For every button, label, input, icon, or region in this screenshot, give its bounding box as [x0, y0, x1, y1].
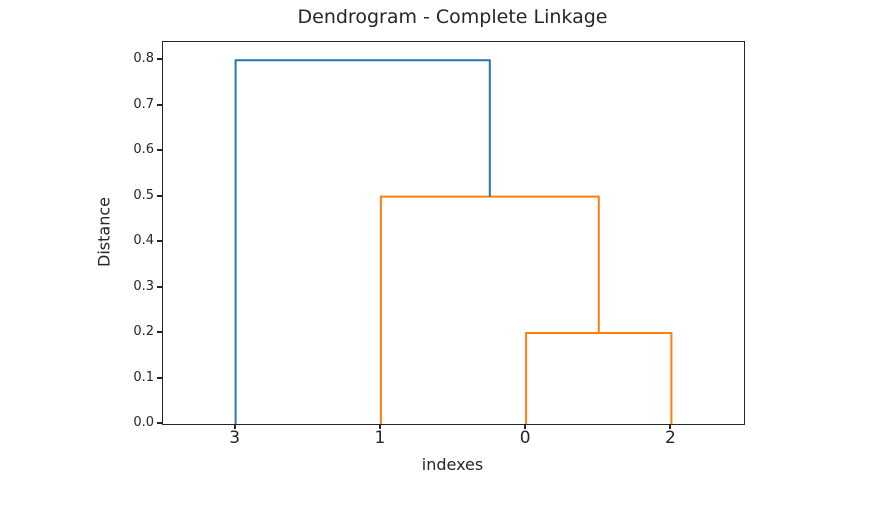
y-tick-label: 0.0	[133, 415, 154, 430]
x-tick-mark	[524, 424, 527, 429]
x-tick-mark	[233, 424, 236, 429]
y-tick-mark	[157, 285, 162, 288]
y-tick-label: 0.1	[133, 369, 154, 385]
y-tick-label: 0.7	[133, 96, 154, 112]
y-tick-mark	[157, 331, 162, 334]
y-tick-label: 0.6	[133, 142, 154, 158]
x-leaf-label: 3	[229, 428, 241, 448]
x-tick-mark	[378, 424, 381, 429]
plot-area	[162, 41, 745, 425]
x-leaf-label: 1	[374, 428, 386, 448]
y-tick-label: 0.2	[133, 324, 154, 340]
y-tick-label: 0.4	[133, 233, 154, 249]
x-leaf-label: 2	[664, 428, 676, 448]
y-tick-mark	[157, 58, 162, 61]
y-axis-title: Distance	[94, 197, 114, 267]
dendrogram-link	[379, 195, 600, 424]
y-tick-label: 0.8	[133, 51, 154, 67]
dendrogram-link	[525, 332, 673, 424]
y-tick-mark	[157, 240, 162, 243]
x-axis-title: indexes	[421, 455, 484, 474]
y-tick-label: 0.5	[133, 187, 154, 203]
y-tick-mark	[157, 103, 162, 106]
y-tick-mark	[157, 376, 162, 379]
y-tick-label: 0.3	[133, 278, 154, 294]
x-tick-mark	[669, 424, 672, 429]
y-tick-mark	[157, 422, 162, 424]
chart-title: Dendrogram - Complete Linkage	[297, 6, 608, 28]
dendrogram-link	[234, 59, 491, 424]
x-leaf-label: 0	[519, 428, 531, 448]
y-tick-mark	[157, 194, 162, 197]
y-tick-mark	[157, 149, 162, 152]
dendrogram-canvas	[234, 59, 673, 424]
